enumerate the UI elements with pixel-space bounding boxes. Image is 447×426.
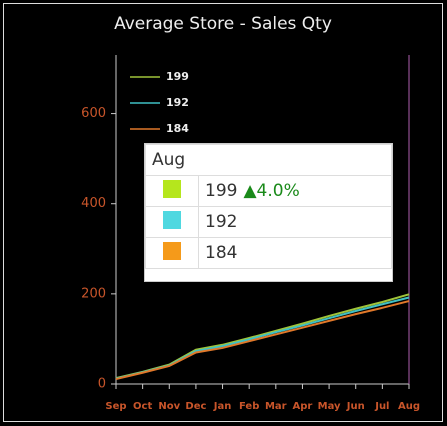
tooltip-header: Aug xyxy=(145,144,392,176)
tooltip-row: 199 ▲4.0% xyxy=(145,175,392,207)
x-tick-label: Sep xyxy=(105,401,126,412)
x-tick-label: Jul xyxy=(374,401,389,412)
x-tick-label: Aug xyxy=(398,401,420,412)
tooltip-header-row: Aug xyxy=(145,144,392,176)
tooltip-value-cell: 192 xyxy=(198,206,392,238)
frame xyxy=(3,3,443,422)
tooltip-value: 184 xyxy=(205,243,238,263)
x-tick-label: Oct xyxy=(133,401,152,412)
y-tick-label: 200 xyxy=(81,286,106,301)
tooltip-row: 184 xyxy=(145,237,392,269)
x-tick-label: Mar xyxy=(265,401,287,412)
tooltip: Aug 199 ▲4.0% 192 184 xyxy=(144,143,393,282)
tooltip-row: 192 xyxy=(145,206,392,238)
legend-label: 192 xyxy=(166,96,189,109)
tooltip-swatch xyxy=(163,179,181,198)
tooltip-swatch-cell xyxy=(145,175,199,207)
x-tick-label: Nov xyxy=(158,401,180,412)
x-tick-label: Jan xyxy=(213,401,232,412)
x-tick-label: Dec xyxy=(185,401,206,412)
legend-label: 184 xyxy=(166,122,189,135)
line xyxy=(115,300,410,381)
tooltip-swatch-cell xyxy=(145,237,199,269)
y-tick-label: 400 xyxy=(81,196,106,211)
tooltip-value: 199 xyxy=(205,181,238,201)
tooltip-value-cell: 199 ▲4.0% xyxy=(198,175,392,207)
x-tick-label: Apr xyxy=(293,401,313,412)
tooltip-value-cell: 184 xyxy=(198,237,392,269)
tooltip-table: Aug 199 ▲4.0% 192 184 xyxy=(145,144,392,269)
y-tick-label: 600 xyxy=(81,106,106,121)
tooltip-value: 192 xyxy=(205,212,238,232)
chart-title: Average Store - Sales Qty xyxy=(114,14,332,34)
legend-label: 199 xyxy=(166,70,189,83)
tooltip-swatch-cell xyxy=(145,206,199,238)
tooltip-swatch xyxy=(163,210,181,229)
tooltip-swatch xyxy=(163,241,181,260)
y-tick-label: 0 xyxy=(98,377,106,392)
x-tick-label: May xyxy=(318,401,341,412)
x-tick-label: Feb xyxy=(239,401,259,412)
x-tick-label: Jun xyxy=(346,401,365,412)
tooltip-change: ▲4.0% xyxy=(243,181,300,201)
